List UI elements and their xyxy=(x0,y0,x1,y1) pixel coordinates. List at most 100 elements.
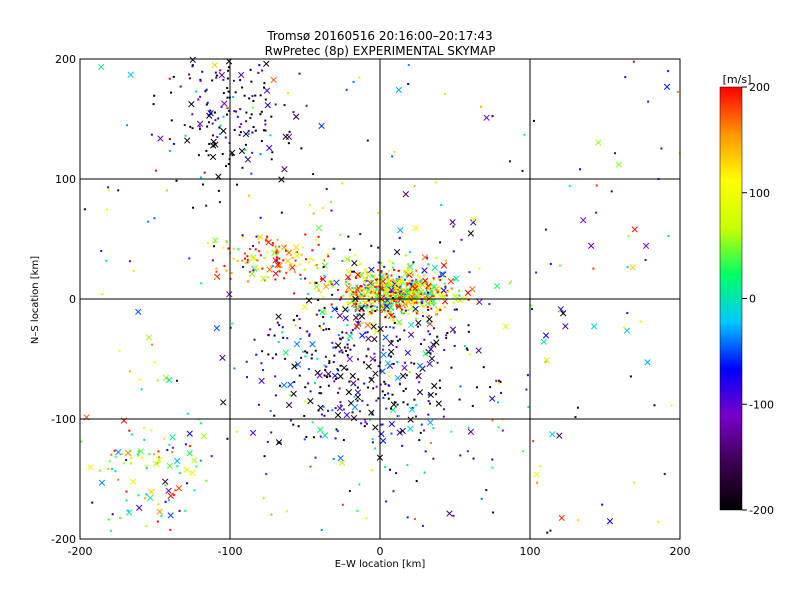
data-point-dot xyxy=(348,380,351,383)
colorbar-tick-label: 0 xyxy=(749,293,756,306)
data-point-dot xyxy=(333,247,336,250)
data-point-cross xyxy=(125,509,133,516)
data-point-cross xyxy=(644,359,651,366)
data-point-dot xyxy=(491,458,494,461)
data-point-dot xyxy=(467,426,470,429)
data-point-dot xyxy=(429,281,432,284)
data-point-dot xyxy=(364,269,367,272)
data-point-dot xyxy=(241,236,244,239)
data-point-dot xyxy=(374,359,377,362)
data-point-cross xyxy=(280,382,288,389)
data-point-dot xyxy=(211,122,214,125)
data-point-cross xyxy=(336,405,344,412)
data-point-dot xyxy=(283,277,286,280)
data-point-dot xyxy=(413,296,416,299)
data-point-dot xyxy=(176,379,179,382)
data-point-dot xyxy=(443,282,446,285)
data-point-cross xyxy=(156,456,163,463)
data-point-dot xyxy=(372,292,375,295)
data-point-dot xyxy=(427,302,430,305)
data-point-dot xyxy=(531,307,534,310)
data-point-cross xyxy=(354,393,362,401)
data-point-dot xyxy=(317,289,320,292)
data-point-dot xyxy=(274,278,277,281)
data-point-dot xyxy=(387,274,390,277)
data-point-dot xyxy=(244,257,247,260)
data-point-dot xyxy=(387,397,390,400)
y-tick-label: 0 xyxy=(69,293,76,306)
data-point-dot xyxy=(251,95,254,98)
data-point-dot xyxy=(333,380,336,383)
chart-subtitle: RwPretec (8p) EXPERIMENTAL SKYMAP xyxy=(265,44,496,58)
data-point-dot xyxy=(375,385,378,388)
data-point-dot xyxy=(205,88,208,91)
data-point-dot xyxy=(351,270,354,273)
data-point-dot xyxy=(407,291,410,294)
data-point-dot xyxy=(411,273,414,276)
data-point-dot xyxy=(418,381,421,384)
data-point-dot xyxy=(375,281,378,284)
data-point-dot xyxy=(223,264,226,267)
data-point-dot xyxy=(208,143,211,146)
data-point-cross xyxy=(404,298,411,305)
data-point-dot xyxy=(278,245,281,248)
data-point-dot xyxy=(387,354,390,357)
data-point-cross xyxy=(407,416,414,423)
data-point-dot xyxy=(340,349,343,352)
data-point-cross xyxy=(476,298,483,306)
data-point-dot xyxy=(354,276,357,279)
data-point-dot xyxy=(227,66,230,69)
chart-title: Tromsø 20160516 20:16:00–20:17:43 xyxy=(266,29,492,43)
data-point-dot xyxy=(330,303,333,306)
data-point-cross xyxy=(188,100,195,108)
data-point-dot xyxy=(431,291,434,294)
data-point-dot xyxy=(360,305,363,308)
colorbar-tick-label: -100 xyxy=(749,398,774,411)
data-point-dot xyxy=(312,259,315,262)
data-point-dot xyxy=(351,287,354,290)
data-point-dot xyxy=(151,343,154,346)
data-point-dot xyxy=(343,346,346,349)
data-point-cross xyxy=(392,279,399,286)
data-point-cross xyxy=(422,277,429,284)
data-point-dot xyxy=(331,293,334,296)
data-point-dot xyxy=(332,285,335,288)
data-point-cross xyxy=(388,286,395,294)
data-point-dot xyxy=(396,280,399,283)
data-point-dot xyxy=(401,308,404,311)
data-point-dot xyxy=(405,271,408,274)
data-point-cross xyxy=(399,294,406,302)
data-point-dot xyxy=(342,294,345,297)
data-point-cross xyxy=(293,244,300,251)
data-point-dot xyxy=(309,390,312,393)
data-point-dot xyxy=(437,277,440,280)
data-point-dot xyxy=(453,308,456,311)
data-point-cross xyxy=(388,420,395,428)
data-point-dot xyxy=(316,267,319,270)
data-point-dot xyxy=(245,376,248,379)
data-point-dot xyxy=(384,283,387,286)
data-point-dot xyxy=(127,509,130,512)
data-point-dot xyxy=(314,349,317,352)
data-point-dot xyxy=(239,131,242,134)
data-point-cross xyxy=(427,346,434,353)
data-point-dot xyxy=(219,124,222,127)
data-point-dot xyxy=(397,294,400,297)
data-point-dot xyxy=(247,129,250,132)
data-point-cross xyxy=(405,298,412,305)
data-point-dot xyxy=(359,263,362,266)
data-point-dot xyxy=(408,279,411,282)
data-point-dot xyxy=(211,134,214,137)
data-point-dot xyxy=(128,449,131,452)
data-point-dot xyxy=(322,405,325,408)
data-point-dot xyxy=(265,473,268,476)
data-point-dot xyxy=(225,269,228,272)
data-point-dot xyxy=(358,294,361,297)
data-point-dot xyxy=(350,293,353,296)
data-point-dot xyxy=(364,294,367,297)
data-point-dot xyxy=(375,399,378,402)
data-point-dot xyxy=(245,111,248,114)
data-point-dot xyxy=(402,292,405,295)
data-point-dot xyxy=(276,238,279,241)
data-point-dot xyxy=(405,288,408,291)
